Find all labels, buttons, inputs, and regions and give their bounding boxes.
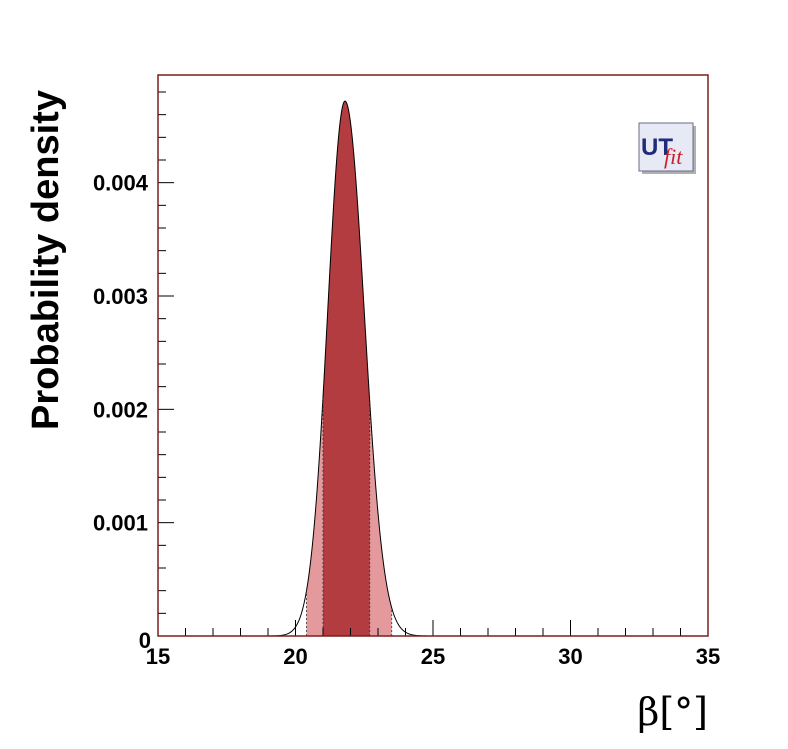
logo-fit-text: fit	[664, 144, 683, 169]
x-tick-label-30: 30	[558, 644, 582, 669]
y-axis-title: Probability density	[25, 90, 67, 430]
x-axis-title: β[°]	[637, 690, 708, 734]
utfit-logo: UT fit	[638, 122, 696, 174]
intervals-layer	[306, 101, 392, 637]
y-tick-label-0.004: 0.004	[93, 171, 149, 196]
y-tick-label-0.001: 0.001	[93, 511, 148, 536]
x-tick-label-25: 25	[421, 644, 445, 669]
interval-region-1	[323, 101, 370, 637]
plot-frame	[157, 74, 709, 637]
x-tick-labels: 15 20 25 30 35	[146, 644, 720, 669]
x-tick-label-35: 35	[696, 644, 720, 669]
x-tick-label-15: 15	[146, 644, 170, 669]
logo-ut-text: UT	[641, 134, 673, 161]
y-tick-labels: 0 0.001 0.002 0.003 0.004	[93, 171, 151, 653]
x-tick-label-20: 20	[283, 644, 307, 669]
axis-ticks	[157, 91, 709, 637]
interval-boundaries	[306, 397, 393, 636]
y-tick-label-0.002: 0.002	[93, 397, 148, 422]
y-tick-label-0.003: 0.003	[93, 284, 148, 309]
y-tick-label-0: 0	[139, 628, 151, 653]
